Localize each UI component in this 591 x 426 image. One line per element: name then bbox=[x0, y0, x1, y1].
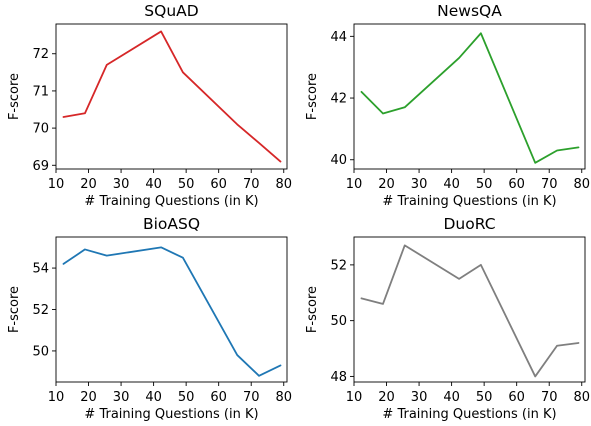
y-tick-label-duorc-50: 50 bbox=[330, 314, 347, 329]
x-tick-label-newsqa-20: 20 bbox=[378, 177, 395, 192]
panel-duorc: 10 20 30 40 50 60 70 80 48 50 52 DuoRC # Training Qu… bbox=[305, 215, 590, 422]
x-tick-label-bioasq-70: 70 bbox=[243, 390, 260, 405]
y-tick-label-duorc-48: 48 bbox=[330, 370, 347, 385]
x-tick-label-squad-10: 10 bbox=[48, 177, 65, 192]
x-tick-label-newsqa-10: 10 bbox=[346, 177, 363, 192]
axes-frame-newsqa bbox=[353, 23, 586, 170]
x-tick-label-newsqa-80: 80 bbox=[573, 177, 590, 192]
x-tick-label-squad-50: 50 bbox=[178, 177, 195, 192]
series-line-newsqa bbox=[360, 32, 580, 164]
series-line-bioasq bbox=[62, 246, 282, 377]
x-tick-label-bioasq-20: 20 bbox=[80, 390, 97, 405]
panel-newsqa: 10 20 30 40 50 60 70 80 40 42 44 NewsQA # Training Q… bbox=[305, 2, 590, 209]
y-tick-label-newsqa-40: 40 bbox=[330, 153, 347, 168]
x-tick-label-duorc-20: 20 bbox=[378, 390, 395, 405]
x-axis-label-bioasq: # Training Questions (in K) bbox=[84, 407, 258, 422]
axes-frame-bioasq bbox=[55, 236, 288, 383]
chart-title-squad: SQuAD bbox=[144, 2, 198, 20]
x-tick-label-newsqa-50: 50 bbox=[476, 177, 493, 192]
x-tick-label-duorc-50: 50 bbox=[476, 390, 493, 405]
y-axis-label-duorc: F-score bbox=[305, 286, 320, 333]
x-tick-label-newsqa-40: 40 bbox=[443, 177, 460, 192]
axes-frame-duorc bbox=[353, 236, 586, 383]
x-tick-label-squad-70: 70 bbox=[243, 177, 260, 192]
x-tick-label-duorc-10: 10 bbox=[346, 390, 363, 405]
series-line-squad bbox=[62, 30, 282, 163]
x-tick-label-bioasq-30: 30 bbox=[113, 390, 130, 405]
y-tick-label-bioasq-50: 50 bbox=[32, 344, 49, 359]
y-axis-label-newsqa: F-score bbox=[305, 73, 320, 120]
panel-bioasq: 10 20 30 40 50 60 70 80 50 52 54 BioASQ # Training Q… bbox=[7, 215, 292, 422]
x-tick-label-newsqa-30: 30 bbox=[411, 177, 428, 192]
y-axis-label-squad: F-score bbox=[7, 73, 22, 120]
y-tick-label-squad-70: 70 bbox=[32, 122, 49, 137]
y-tick-label-bioasq-52: 52 bbox=[32, 303, 49, 318]
y-tick-label-bioasq-54: 54 bbox=[32, 262, 49, 277]
x-tick-label-bioasq-10: 10 bbox=[48, 390, 65, 405]
x-tick-label-squad-80: 80 bbox=[275, 177, 292, 192]
x-tick-label-duorc-30: 30 bbox=[411, 390, 428, 405]
x-tick-label-bioasq-60: 60 bbox=[210, 390, 227, 405]
x-tick-label-bioasq-50: 50 bbox=[178, 390, 195, 405]
x-tick-label-bioasq-80: 80 bbox=[275, 390, 292, 405]
axes-frame-squad bbox=[55, 23, 288, 170]
x-tick-label-squad-20: 20 bbox=[80, 177, 97, 192]
panel-squad: 10 20 30 40 50 60 70 80 69 70 71 72 SQuAD # Training … bbox=[7, 2, 292, 209]
x-tick-label-newsqa-60: 60 bbox=[508, 177, 525, 192]
x-axis-label-newsqa: # Training Questions (in K) bbox=[382, 194, 556, 209]
x-tick-label-duorc-40: 40 bbox=[443, 390, 460, 405]
y-tick-label-newsqa-42: 42 bbox=[330, 92, 347, 107]
chart-title-bioasq: BioASQ bbox=[143, 215, 200, 233]
x-tick-label-duorc-60: 60 bbox=[508, 390, 525, 405]
chart-title-newsqa: NewsQA bbox=[437, 2, 502, 20]
y-axis-label-bioasq: F-score bbox=[7, 286, 22, 333]
series-line-duorc bbox=[360, 244, 580, 378]
x-tick-label-squad-60: 60 bbox=[210, 177, 227, 192]
x-tick-label-squad-40: 40 bbox=[145, 177, 162, 192]
y-tick-label-duorc-52: 52 bbox=[330, 258, 347, 273]
y-tick-label-newsqa-44: 44 bbox=[330, 30, 347, 45]
x-tick-label-duorc-70: 70 bbox=[541, 390, 558, 405]
x-axis-label-duorc: # Training Questions (in K) bbox=[382, 407, 556, 422]
x-tick-label-bioasq-40: 40 bbox=[145, 390, 162, 405]
x-tick-label-duorc-80: 80 bbox=[573, 390, 590, 405]
y-tick-label-squad-72: 72 bbox=[32, 47, 49, 62]
x-axis-label-squad: # Training Questions (in K) bbox=[84, 194, 258, 209]
chart-title-duorc: DuoRC bbox=[443, 215, 495, 233]
y-tick-label-squad-69: 69 bbox=[32, 159, 49, 174]
x-tick-label-newsqa-70: 70 bbox=[541, 177, 558, 192]
y-tick-label-squad-71: 71 bbox=[32, 84, 49, 99]
x-tick-label-squad-30: 30 bbox=[113, 177, 130, 192]
